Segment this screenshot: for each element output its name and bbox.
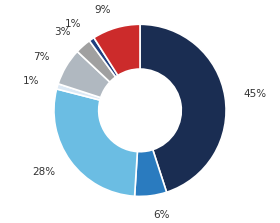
- Text: 3%: 3%: [54, 27, 71, 37]
- Text: 7%: 7%: [33, 52, 50, 62]
- Wedge shape: [135, 150, 167, 196]
- Wedge shape: [77, 41, 116, 82]
- Text: 28%: 28%: [32, 167, 55, 177]
- Wedge shape: [58, 52, 110, 98]
- Text: 1%: 1%: [23, 76, 39, 86]
- Wedge shape: [94, 24, 140, 75]
- Text: 45%: 45%: [244, 89, 267, 99]
- Text: 9%: 9%: [94, 4, 111, 14]
- Text: 6%: 6%: [153, 210, 170, 219]
- Wedge shape: [54, 89, 137, 196]
- Wedge shape: [89, 38, 118, 77]
- Text: 1%: 1%: [64, 19, 81, 29]
- Wedge shape: [140, 24, 226, 192]
- Wedge shape: [57, 84, 101, 100]
